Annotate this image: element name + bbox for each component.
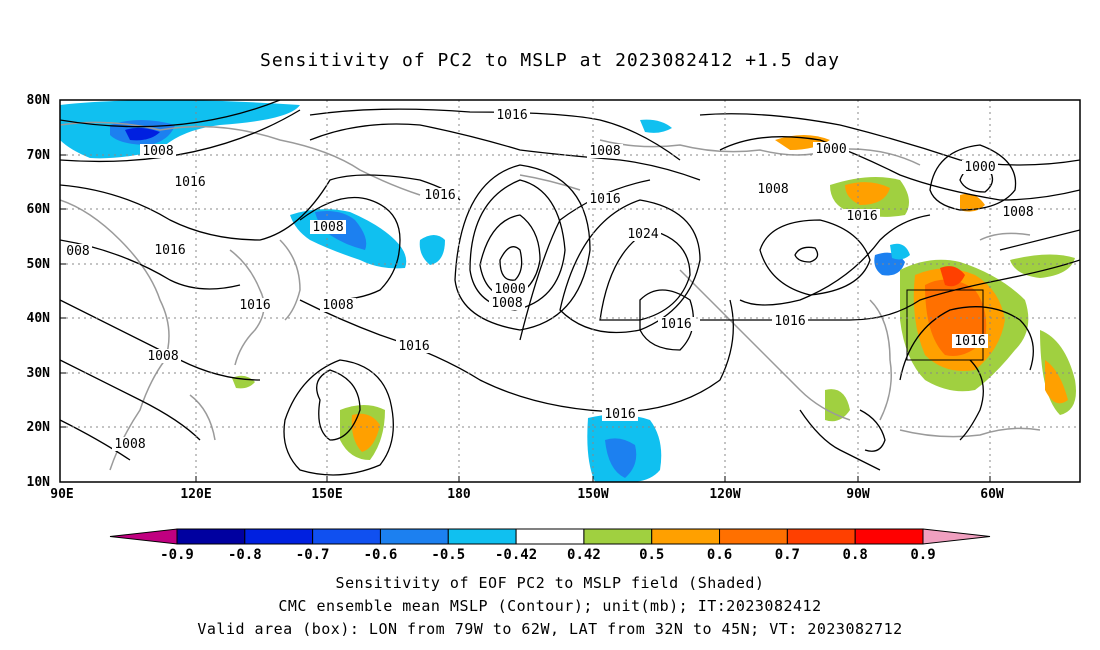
contour-label: 1000 <box>964 160 995 175</box>
tick-marks <box>60 99 991 483</box>
lat-label: 80N <box>27 93 51 108</box>
colorbar-swatch <box>651 528 721 545</box>
contour-label: 1016 <box>398 339 429 354</box>
colorbar-max-arrow <box>922 528 991 545</box>
lat-label: 20N <box>27 420 51 435</box>
colorbar: -0.9 -0.8 -0.7 -0.6 -0.5 -0.42 0.42 0.5 0.6 0.7 0.… <box>109 528 991 563</box>
colorbar-label: 0.5 <box>639 547 664 563</box>
contour-label: 1008 <box>114 437 145 452</box>
plot-title: Sensitivity of PC2 to MSLP at 2023082412… <box>259 50 840 71</box>
contour-label: 1000 <box>815 142 846 157</box>
contour-label: 1016 <box>954 334 985 349</box>
contour-label: 1008 <box>757 182 788 197</box>
contour-label: 1016 <box>660 317 691 332</box>
contour-labels: 1016 1008 1016 1016 1008 008 1016 1016 1008 1016 1… <box>64 108 1036 452</box>
contour-label: 1008 <box>589 144 620 159</box>
contour-label: 1008 <box>1002 205 1033 220</box>
contour-label: 1016 <box>174 175 205 190</box>
lon-label: 180 <box>447 487 471 502</box>
colorbar-swatch <box>447 528 517 545</box>
footer-line-3: Valid area (box): LON from 79W to 62W, L… <box>197 620 903 638</box>
lon-label: 90W <box>846 487 870 502</box>
positive-sensitivity-areas <box>232 135 1076 460</box>
contour-label: 1024 <box>627 227 658 242</box>
lat-label: 10N <box>27 475 51 490</box>
colorbar-swatch <box>719 528 788 545</box>
colorbar-swatch <box>583 528 653 545</box>
colorbar-label: 0.8 <box>843 547 868 563</box>
colorbar-swatch <box>379 528 449 545</box>
contour-label: 1008 <box>491 296 522 311</box>
lon-label: 150E <box>311 487 342 502</box>
colorbar-swatch <box>312 528 381 545</box>
colorbar-label: 0.9 <box>910 547 935 563</box>
colorbar-label: -0.7 <box>296 547 330 563</box>
lon-label: 120E <box>180 487 211 502</box>
contour-label: 1008 <box>322 298 353 313</box>
colorbar-label: 0.42 <box>567 547 601 563</box>
footer-line-1: Sensitivity of EOF PC2 to MSLP field (Sh… <box>335 574 765 592</box>
footer-line-2: CMC ensemble mean MSLP (Contour); unit(m… <box>278 597 822 615</box>
contour-label: 1016 <box>774 314 805 329</box>
colorbar-label: -0.42 <box>495 547 537 563</box>
lat-label: 30N <box>27 366 51 381</box>
colorbar-label: 0.6 <box>707 547 732 563</box>
latitude-labels: 80N 70N 60N 50N 40N 30N 20N 10N <box>27 93 51 490</box>
contour-label: 1016 <box>154 243 185 258</box>
lat-label: 50N <box>27 257 51 272</box>
colorbar-label: -0.5 <box>431 547 465 563</box>
colorbar-swatch <box>515 528 585 545</box>
negative-sensitivity-areas <box>60 100 910 482</box>
lat-label: 40N <box>27 311 51 326</box>
contour-label: 1008 <box>147 349 178 364</box>
map-content <box>60 100 1080 482</box>
colorbar-swatch <box>176 528 246 545</box>
longitude-labels: 90E 120E 150E 180 150W 120W 90W 60W <box>50 487 1004 502</box>
contour-label: 1016 <box>604 407 635 422</box>
map-frame <box>59 99 1081 483</box>
contour-label: 1000 <box>494 282 525 297</box>
colorbar-swatch <box>786 528 856 545</box>
contour-label: 008 <box>66 244 89 259</box>
contour-label: 1016 <box>589 192 620 207</box>
colorbar-swatch <box>244 528 314 545</box>
colorbar-label: 0.7 <box>775 547 800 563</box>
lon-label: 60W <box>980 487 1004 502</box>
lat-label: 70N <box>27 148 51 163</box>
coastlines <box>60 121 1041 471</box>
contour-label: 1008 <box>312 220 343 235</box>
contour-label: 1016 <box>846 209 877 224</box>
contour-label: 1008 <box>142 144 173 159</box>
lat-label: 60N <box>27 202 51 217</box>
colorbar-label: -0.8 <box>228 547 262 563</box>
contour-label: 1016 <box>239 298 270 313</box>
lon-label: 150W <box>577 487 608 502</box>
colorbar-swatch <box>854 528 924 545</box>
contour-label: 1016 <box>496 108 527 123</box>
lon-label: 120W <box>709 487 740 502</box>
lon-label: 90E <box>50 487 73 502</box>
gridlines <box>60 100 1080 482</box>
colorbar-label: -0.6 <box>364 547 398 563</box>
contour-label: 1016 <box>424 188 455 203</box>
colorbar-label: -0.9 <box>160 547 194 563</box>
colorbar-min-arrow <box>109 528 178 545</box>
valid-area-box <box>906 289 984 361</box>
